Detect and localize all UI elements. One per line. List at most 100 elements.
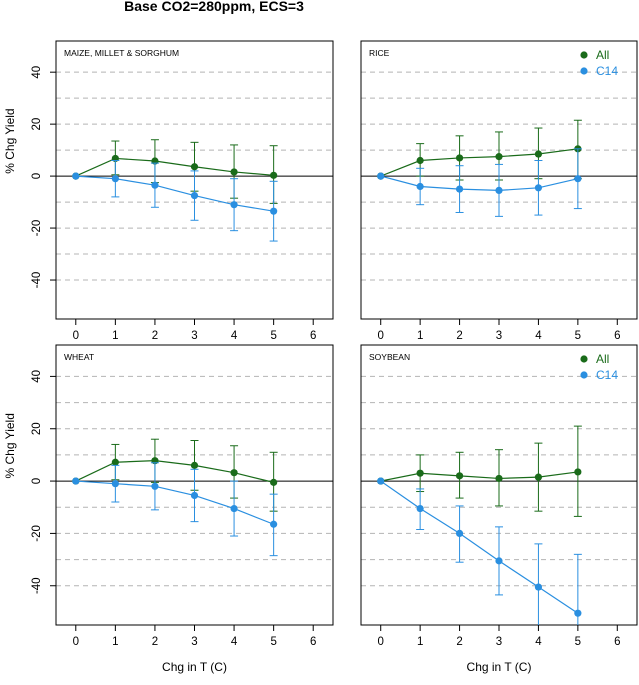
y-tick-label: 0: [31, 478, 43, 484]
series-line-c14: [380, 175, 578, 191]
data-point-c14: [72, 172, 80, 180]
x-tick-label: 6: [310, 330, 316, 342]
data-point-c14: [416, 182, 424, 191]
legend-label-all: All: [596, 352, 609, 366]
x-tick-label: 0: [378, 330, 384, 342]
x-tick-label: 5: [575, 636, 581, 648]
panel-title: WHEAT: [64, 352, 94, 362]
x-tick-label: 3: [496, 636, 502, 648]
data-point-c14: [534, 184, 543, 192]
x-tick-label: 1: [112, 330, 118, 342]
x-axis-label: Chg in T (C): [467, 660, 532, 674]
data-point-c14: [455, 185, 464, 193]
x-tick-label: 3: [191, 636, 197, 648]
series-line-all: [75, 460, 274, 483]
x-tick-label: 4: [535, 636, 542, 648]
y-tick-label: 20: [31, 422, 43, 435]
data-point-c14: [230, 201, 238, 209]
x-tick-label: 1: [417, 636, 423, 648]
y-tick-label: 40: [31, 370, 43, 383]
data-point-all: [416, 469, 424, 477]
data-point-all: [111, 458, 119, 466]
data-point-c14: [495, 557, 503, 565]
data-point-all: [534, 150, 543, 158]
data-point-c14: [72, 477, 80, 485]
x-tick-label: 2: [152, 330, 158, 342]
panel-maize: MAIZE, MILLET & SORGHUM 0 1 2 3 4 5 6 -40 -20 0 20 4…: [3, 40, 334, 342]
data-point-c14: [534, 583, 543, 591]
data-point-c14: [377, 172, 385, 180]
series-line-c14: [75, 480, 274, 525]
data-point-all: [495, 474, 503, 483]
data-point-c14: [270, 520, 278, 528]
y-tick-label: -20: [31, 525, 43, 542]
x-tick-label: 2: [456, 330, 462, 342]
data-point-all: [574, 468, 582, 476]
data-point-all: [270, 171, 278, 179]
panel-soybean: SOYBEAN 0 1 2 3 4 5 6 Chg in T (C) All C14: [360, 344, 638, 674]
data-point-c14: [111, 480, 119, 488]
x-tick-label: 3: [191, 330, 197, 342]
data-point-c14: [416, 504, 424, 513]
y-axis-label: % Chg Yield: [3, 413, 17, 478]
panel-title: RICE: [369, 48, 390, 58]
data-point-all: [230, 469, 238, 477]
legend-marker-all: [580, 355, 588, 363]
x-tick-label: 6: [614, 330, 620, 342]
x-tick-label: 2: [152, 636, 158, 648]
data-point-c14: [190, 491, 199, 500]
series-line-c14: [380, 480, 579, 614]
x-tick-label: 0: [73, 330, 79, 342]
data-layer: [377, 425, 582, 625]
series-line-all: [380, 148, 578, 177]
data-layer: [72, 139, 278, 242]
x-tick-label: 2: [456, 636, 462, 648]
data-point-c14: [190, 191, 199, 200]
y-axis-label: % Chg Yield: [3, 108, 17, 173]
x-tick-label: 5: [270, 330, 276, 342]
y-tick-label: -40: [31, 577, 43, 594]
y-tick-label: -20: [31, 220, 43, 237]
legend-label-all: All: [596, 48, 609, 62]
data-point-all: [534, 473, 543, 481]
data-layer: [377, 119, 582, 217]
data-point-c14: [270, 207, 278, 215]
legend-label-c14: C14: [596, 64, 618, 78]
x-tick-label: 6: [310, 636, 316, 648]
series-line-all: [380, 471, 578, 482]
x-tick-label: 4: [535, 330, 542, 342]
x-tick-label: 6: [614, 636, 620, 648]
data-point-all: [270, 478, 278, 486]
panel-wheat: WHEAT 0 1 2 3 4 5 6 Chg in T (C) -40 -20 0 20 40 % Chg…: [3, 344, 334, 674]
legend-marker-all: [580, 51, 588, 59]
data-point-c14: [495, 186, 503, 194]
data-point-c14: [151, 181, 159, 189]
data-point-c14: [574, 609, 582, 617]
data-point-c14: [377, 477, 385, 485]
x-tick-label: 1: [112, 636, 118, 648]
data-point-all: [455, 154, 464, 162]
data-point-all: [190, 461, 199, 469]
x-axis-label: Chg in T (C): [162, 660, 227, 674]
data-point-c14: [230, 504, 238, 513]
legend-marker-c14: [580, 67, 588, 75]
data-point-all: [495, 153, 503, 161]
x-tick-label: 5: [575, 330, 581, 342]
x-tick-label: 4: [231, 330, 238, 342]
y-tick-label: 20: [31, 118, 43, 131]
x-tick-label: 0: [378, 636, 384, 648]
x-tick-label: 0: [73, 636, 79, 648]
data-point-all: [230, 168, 238, 176]
y-tick-label: -40: [31, 272, 43, 289]
data-point-all: [455, 472, 464, 480]
x-tick-label: 3: [496, 330, 502, 342]
x-tick-label: 5: [270, 636, 276, 648]
x-tick-label: 1: [417, 330, 423, 342]
data-point-c14: [111, 175, 119, 183]
y-tick-label: 0: [31, 173, 43, 179]
data-point-all: [416, 156, 424, 165]
y-tick-label: 40: [31, 66, 43, 79]
data-layer: [72, 438, 278, 557]
data-point-all: [190, 163, 199, 171]
